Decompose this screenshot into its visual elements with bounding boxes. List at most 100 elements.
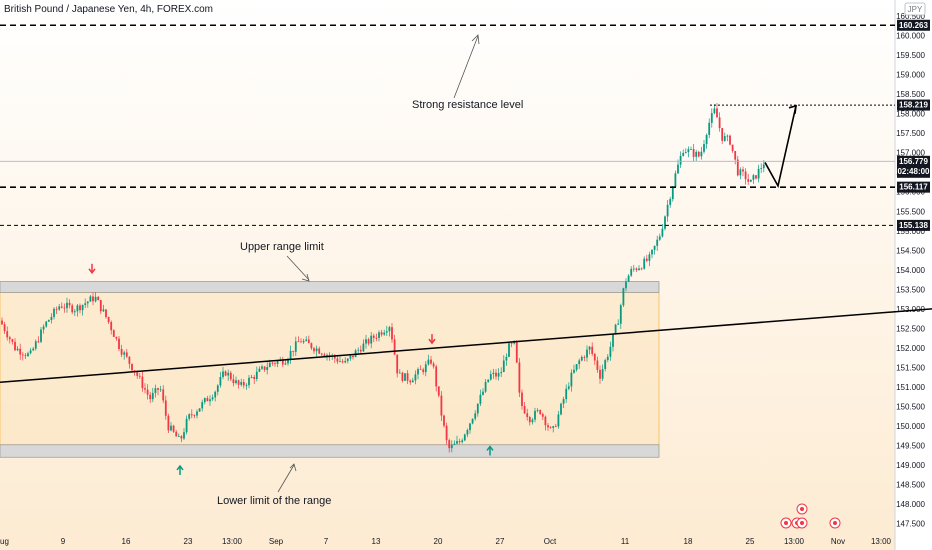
candle-body — [495, 372, 497, 377]
candle-body — [523, 405, 526, 414]
price-label-tag — [897, 219, 930, 231]
y-tick-label: 149.000 — [896, 461, 925, 470]
candle-body — [508, 343, 510, 357]
candle-body — [536, 410, 539, 411]
candle-body — [94, 296, 97, 302]
drawings-layer[interactable] — [0, 34, 932, 493]
candle-body — [435, 366, 438, 387]
candle-body — [549, 427, 552, 429]
candle-body — [671, 186, 674, 200]
candle-body — [58, 306, 61, 310]
candle-body — [266, 367, 269, 370]
candle-body — [638, 268, 640, 270]
candle-body — [357, 349, 360, 351]
price-label-tag — [897, 181, 930, 193]
y-tick-label: 158.000 — [896, 110, 925, 119]
candle-body — [583, 356, 586, 358]
candle-body — [180, 436, 183, 439]
candle-body — [422, 369, 425, 373]
candle-body — [461, 440, 464, 443]
candle-body — [271, 362, 274, 364]
candle-body — [120, 349, 123, 355]
candle-body — [575, 364, 578, 370]
candle-body — [146, 389, 149, 395]
candle-body — [515, 340, 518, 363]
event-markers[interactable] — [780, 503, 841, 529]
candle-body — [432, 363, 435, 367]
candle-body — [419, 369, 422, 370]
candle-body — [367, 339, 370, 344]
candle-body — [684, 152, 687, 153]
buy-signal-arrow-head — [486, 445, 494, 451]
candle-body — [60, 306, 63, 308]
price-label-tag — [897, 19, 930, 31]
candle-body — [300, 341, 302, 343]
support-trendline[interactable] — [0, 308, 932, 384]
candle-body — [526, 413, 529, 417]
candle-body — [45, 321, 48, 327]
candle-body — [739, 169, 742, 176]
y-tick-label: 148.500 — [896, 481, 925, 490]
candle-body — [396, 354, 399, 374]
y-tick-label: 153.000 — [896, 305, 925, 314]
buy-signal-arrow-head — [176, 464, 184, 471]
candle-body — [86, 301, 89, 304]
candle-body — [227, 372, 230, 376]
candle-body — [562, 399, 565, 404]
y-tick-label: 152.000 — [896, 344, 925, 353]
candle-body — [448, 440, 451, 449]
candle-body — [466, 430, 469, 435]
candle-body — [721, 128, 724, 141]
candle-body — [268, 362, 271, 368]
projection-path[interactable] — [764, 105, 797, 189]
candle-body — [66, 302, 68, 309]
candle-body — [84, 303, 87, 305]
candle-body — [375, 337, 378, 339]
candle-body — [16, 348, 19, 351]
candle-body — [258, 368, 261, 372]
candle-body — [736, 159, 739, 176]
candle-body — [131, 363, 133, 371]
candle-body — [115, 336, 118, 339]
candle-body — [703, 144, 705, 152]
candle-body — [625, 281, 627, 289]
candle-body — [6, 331, 9, 338]
candle-body — [510, 343, 513, 345]
y-tick-label: 159.500 — [896, 51, 925, 60]
price-label-tag — [897, 155, 930, 178]
candle-body — [734, 151, 737, 160]
x-tick-label: 23 — [184, 537, 193, 546]
candle-body — [237, 380, 240, 385]
candle-body — [544, 416, 547, 426]
candle-body — [235, 380, 237, 384]
candle-body — [128, 356, 131, 364]
candle-body — [19, 348, 22, 355]
candle-body — [528, 416, 531, 423]
lower-range-pointer-line — [277, 464, 295, 493]
event-marker-dot — [833, 521, 837, 525]
candle-body — [21, 354, 24, 356]
candle-body — [112, 330, 115, 337]
y-tick-label: 157.500 — [896, 129, 925, 138]
candle-body — [653, 245, 656, 250]
candle-body — [710, 113, 713, 123]
x-tick-label: 20 — [434, 537, 443, 546]
candle-body — [34, 341, 37, 349]
candle-body — [440, 395, 443, 416]
symbol-title[interactable]: British Pound / Japanese Yen, 4h, FOREX.… — [4, 4, 214, 15]
candle-body — [346, 358, 349, 361]
candle-body — [500, 372, 503, 374]
candle-body — [97, 296, 100, 301]
candle-body — [11, 339, 14, 342]
candle-body — [731, 144, 734, 152]
candle-body — [632, 268, 635, 270]
candle-body — [593, 353, 596, 361]
candle-body — [677, 164, 679, 174]
candle-body — [518, 362, 521, 393]
candle-body — [604, 359, 607, 369]
candle-body — [224, 371, 227, 376]
candle-body — [742, 169, 744, 172]
